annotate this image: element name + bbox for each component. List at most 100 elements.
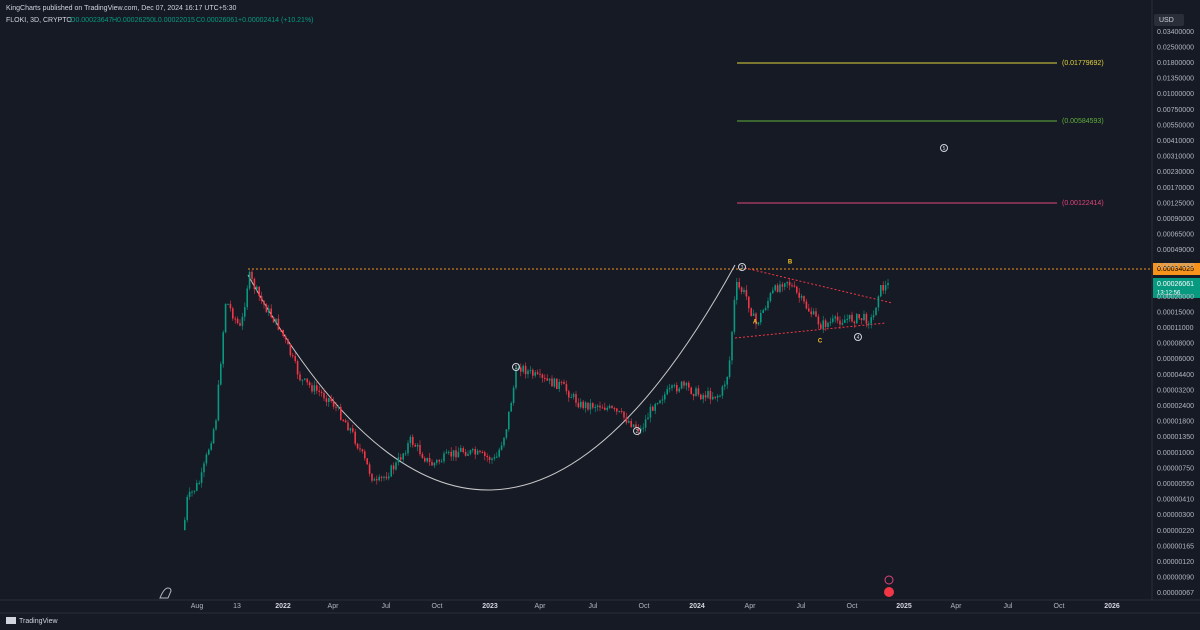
- wave-labels: 1 2 3 4 5 A B C: [512, 144, 948, 435]
- candle-body: [426, 457, 428, 462]
- candle-body: [808, 308, 810, 312]
- candle-body: [764, 308, 767, 311]
- candle-body: [817, 316, 820, 325]
- candle-body: [798, 292, 800, 298]
- candle-body: [359, 448, 361, 450]
- candle-body: [762, 310, 764, 313]
- price-axis: 0.03400000 0.02500000 0.01800000 0.01350000…: [1157, 29, 1194, 597]
- candle-body: [575, 394, 577, 403]
- candle-body: [671, 385, 673, 389]
- price-tag: [1153, 263, 1200, 275]
- candle-body: [436, 460, 438, 463]
- candle-body: [692, 393, 695, 397]
- candle-body: [796, 286, 798, 293]
- candle-body: [877, 296, 880, 308]
- candle-body: [750, 308, 752, 316]
- candle-body: [664, 394, 666, 400]
- candle-body: [236, 318, 239, 324]
- candle-body: [558, 381, 560, 389]
- candle-body: [608, 405, 611, 408]
- candle-body: [344, 420, 347, 423]
- wave-letter: C: [818, 339, 823, 345]
- candle-body: [635, 424, 637, 428]
- candle-body: [606, 407, 608, 410]
- candle-body: [455, 450, 457, 458]
- candle-body: [368, 464, 371, 474]
- price-label: 0.00020000: [1157, 294, 1194, 301]
- price-label: 0.00000300: [1157, 512, 1194, 519]
- candle-body: [376, 479, 378, 481]
- price-label: 0.00049000: [1157, 247, 1194, 254]
- candle-body: [474, 448, 476, 455]
- time-label: Jul: [589, 603, 598, 610]
- candle-body: [592, 403, 594, 408]
- candle-body: [222, 332, 224, 364]
- candle-body: [498, 449, 500, 457]
- candle-body: [800, 296, 803, 298]
- candle-body: [570, 397, 572, 399]
- candle-body: [539, 373, 541, 375]
- candle-body: [743, 289, 745, 293]
- candle-body: [452, 450, 455, 457]
- candle-body: [589, 403, 592, 410]
- candle-body: [361, 449, 364, 452]
- candle-body: [647, 417, 649, 420]
- candle-body: [620, 410, 623, 412]
- candle-body: [553, 378, 556, 387]
- candle-body: [712, 396, 714, 400]
- close: C0.00026061: [196, 17, 238, 24]
- candle-body: [277, 318, 280, 330]
- wave-number: 4: [857, 335, 860, 341]
- candle-body: [534, 372, 536, 376]
- candle-body: [601, 407, 604, 409]
- candle-body: [745, 289, 748, 297]
- candle-body: [642, 427, 644, 429]
- candle-body: [772, 290, 774, 294]
- candle-body: [524, 365, 527, 375]
- low: L0.00022015: [154, 17, 195, 24]
- time-label: 13: [233, 603, 241, 610]
- event-icon[interactable]: [884, 587, 894, 597]
- candle-body: [203, 463, 205, 473]
- candle-body: [421, 454, 424, 459]
- candle-body: [755, 313, 757, 325]
- candle-body: [848, 314, 851, 319]
- candle-body: [481, 451, 484, 453]
- candle-body: [520, 367, 522, 372]
- wave-circle: [633, 427, 641, 435]
- price-label: 0.00170000: [1157, 185, 1194, 192]
- currency-box[interactable]: [1154, 14, 1184, 26]
- event-icon[interactable]: [884, 575, 894, 585]
- candle-body: [810, 311, 812, 315]
- time-label: Apr: [951, 603, 963, 610]
- price-tag-text: 0.00034025: [1157, 266, 1194, 273]
- price-label: 0.00000090: [1157, 575, 1194, 582]
- time-label: 2024: [689, 603, 705, 610]
- price-label: 0.00006000: [1157, 356, 1194, 363]
- candle-body: [323, 393, 325, 399]
- candle-body: [803, 296, 805, 302]
- candle-body: [858, 314, 860, 319]
- currency[interactable]: USD: [1159, 17, 1174, 24]
- time-label: Oct: [847, 603, 858, 610]
- candle-body: [409, 436, 412, 444]
- time-label: Aug: [191, 603, 204, 610]
- candle-body: [690, 387, 692, 394]
- candle-body: [469, 450, 472, 454]
- candle-body: [839, 320, 841, 325]
- tv-logo: [6, 617, 16, 624]
- candle-body: [380, 476, 383, 478]
- candle-body: [496, 456, 498, 458]
- candle-body: [244, 307, 246, 317]
- candle-body: [265, 304, 268, 313]
- candle-body: [784, 283, 786, 287]
- candle-body: [313, 385, 316, 392]
- candle-body: [491, 458, 493, 460]
- candle-body: [229, 303, 232, 309]
- candle-body: [541, 374, 544, 378]
- candle-body: [260, 296, 263, 301]
- price-label: 0.01800000: [1157, 60, 1194, 67]
- candle-body: [488, 457, 491, 460]
- publisher: KingCharts published on TradingView.com,…: [6, 5, 237, 12]
- wave-circle: [512, 363, 520, 371]
